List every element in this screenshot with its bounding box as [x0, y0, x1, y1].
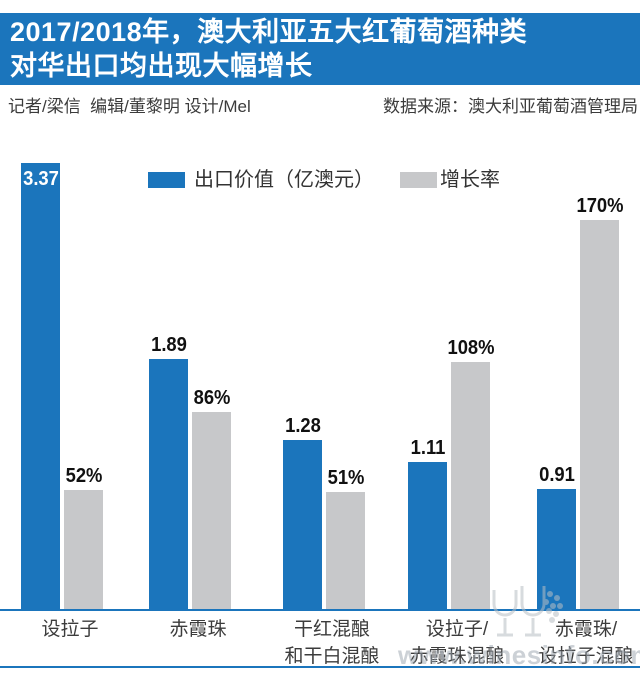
growth-rate-bar [580, 220, 619, 609]
category-label: 设拉子 [41, 619, 99, 640]
export-value-label: 0.91 [538, 464, 575, 486]
export-value-bar [21, 163, 60, 609]
export-value-label: 1.89 [150, 334, 187, 356]
export-value-bar [408, 462, 447, 609]
export-value-label: 1.28 [284, 415, 321, 437]
export-value-label: 1.11 [410, 437, 445, 459]
growth-rate-label: 51% [327, 467, 364, 489]
category-label: 赤霞珠 [169, 619, 227, 640]
page-title-line-2: 对华出口均出现大幅增长 [10, 51, 313, 81]
wine-glasses-grapes-logo-icon [492, 586, 563, 637]
category-label: 干红混酿 和干白混酿 [284, 619, 380, 667]
category-label: 赤霞珠/设拉子混酿 [538, 619, 634, 667]
legend-swatch-export-value [148, 172, 185, 188]
legend-label-growth-rate: 增长率 [440, 169, 500, 191]
growth-rate-label: 52% [65, 465, 102, 487]
category-label: 设拉子/赤霞珠混酿 [409, 619, 505, 667]
credits-reporter-editor-designer: 记者/梁信 编辑/董黎明 设计/Mel [8, 97, 251, 116]
growth-rate-bar [192, 412, 231, 609]
header-banner: 2017/2018年，澳大利亚五大红葡萄酒种类 对华出口均出现大幅增长 [0, 13, 640, 85]
bottom-divider-line [0, 666, 640, 668]
export-value-label: 3.37 [22, 168, 59, 190]
x-axis-baseline [0, 609, 640, 611]
page-title-line-1: 2017/2018年，澳大利亚五大红葡萄酒种类 [10, 17, 528, 47]
growth-rate-label: 108% [446, 337, 495, 359]
legend-swatch-growth-rate [400, 172, 437, 188]
website-watermark: www.winesinfo.com [398, 640, 640, 670]
data-source-note: 数据来源：澳大利亚葡萄酒管理局 [383, 97, 638, 116]
credits-row: 记者/梁信 编辑/董黎明 设计/Mel 数据来源：澳大利亚葡萄酒管理局 [0, 92, 640, 116]
growth-rate-bar [64, 490, 103, 609]
growth-rate-label: 170% [575, 195, 624, 217]
export-value-bar [149, 359, 188, 609]
growth-rate-bar [451, 362, 490, 609]
growth-rate-label: 86% [193, 387, 230, 409]
legend-label-export-value: 出口价值（亿澳元） [194, 169, 374, 191]
growth-rate-bar [326, 492, 365, 609]
export-value-bar [283, 440, 322, 609]
